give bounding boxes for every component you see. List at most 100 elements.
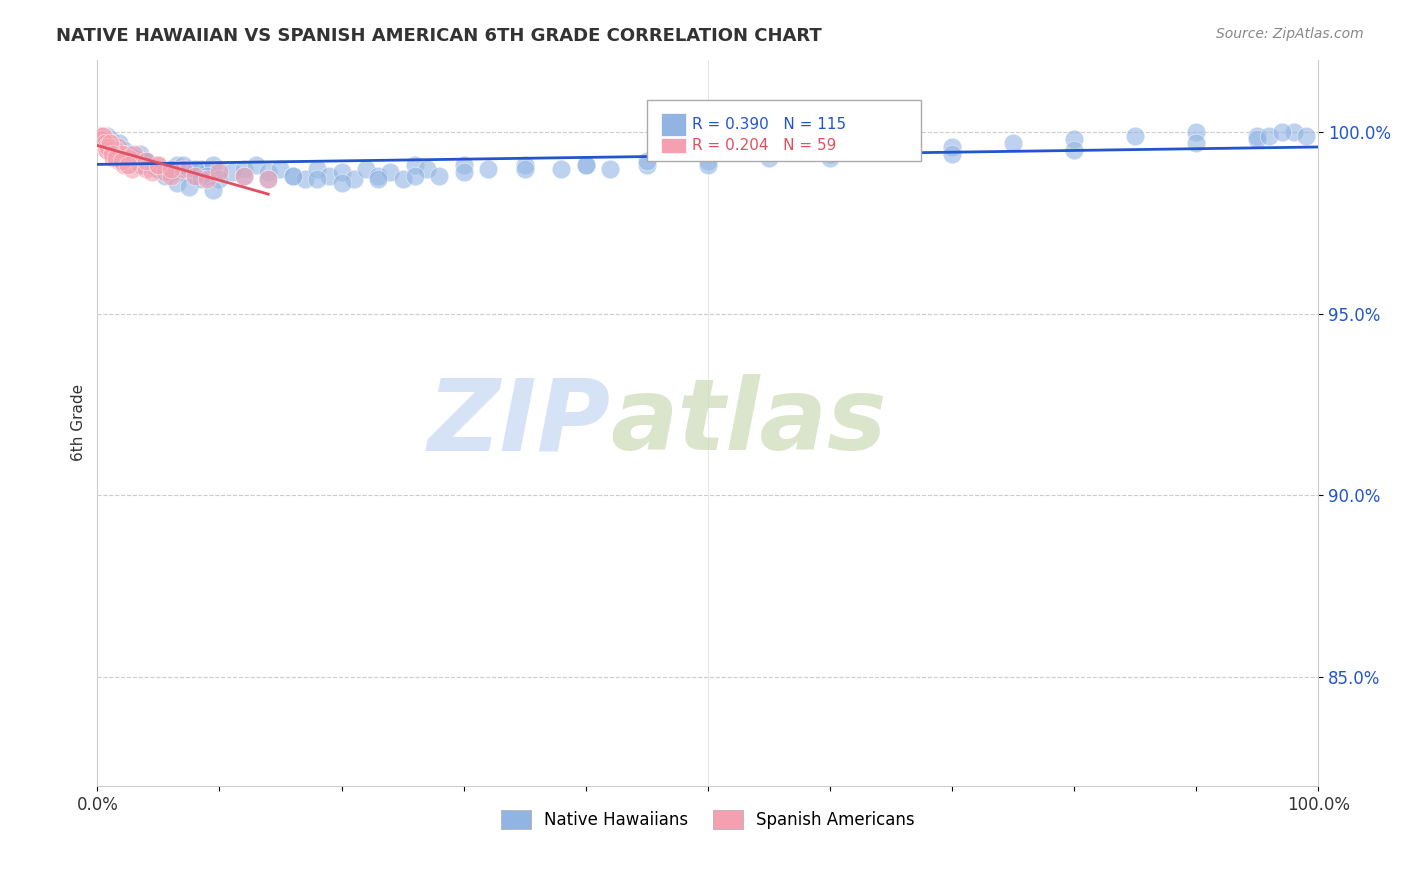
Point — [575, 158, 598, 172]
Point — [1282, 125, 1305, 139]
Point — [307, 172, 329, 186]
Point — [94, 140, 117, 154]
Point — [172, 158, 194, 172]
Point — [404, 169, 426, 183]
Point — [90, 136, 112, 150]
Point — [90, 128, 112, 143]
Point — [104, 144, 127, 158]
Point — [427, 169, 450, 183]
Bar — [661, 112, 686, 136]
Point — [97, 140, 120, 154]
Point — [103, 144, 125, 158]
Point — [195, 169, 218, 183]
Point — [941, 140, 963, 154]
Point — [93, 128, 115, 143]
Point — [148, 158, 170, 172]
Legend: Native Hawaiians, Spanish Americans: Native Hawaiians, Spanish Americans — [494, 803, 922, 836]
Point — [100, 147, 122, 161]
Point — [330, 165, 353, 179]
Point — [159, 161, 181, 176]
Point — [103, 147, 125, 161]
Point — [1246, 132, 1268, 146]
Point — [111, 147, 134, 161]
Point — [354, 161, 377, 176]
Point — [636, 154, 658, 169]
Point — [91, 128, 114, 143]
Point — [477, 161, 499, 176]
Point — [98, 136, 121, 150]
Point — [105, 147, 128, 161]
FancyBboxPatch shape — [647, 100, 921, 161]
Point — [100, 136, 122, 150]
Point — [416, 161, 439, 176]
Point — [98, 132, 121, 146]
Point — [232, 169, 254, 183]
Point — [294, 172, 316, 186]
Point — [104, 144, 127, 158]
Point — [599, 161, 621, 176]
Point — [307, 161, 329, 176]
Point — [90, 132, 112, 146]
Point — [122, 154, 145, 169]
Point — [159, 165, 181, 179]
Point — [513, 158, 536, 172]
Point — [98, 136, 121, 150]
Point — [330, 176, 353, 190]
Point — [91, 132, 114, 146]
Point — [93, 136, 115, 150]
Point — [190, 161, 212, 176]
Point — [122, 154, 145, 169]
Point — [257, 172, 280, 186]
Point — [111, 147, 134, 161]
Point — [111, 151, 134, 165]
Point — [202, 158, 225, 172]
Point — [1271, 125, 1294, 139]
Point — [1063, 132, 1085, 146]
Point — [184, 169, 207, 183]
Point — [257, 172, 280, 186]
Point — [89, 132, 111, 146]
Point — [202, 183, 225, 197]
Point — [108, 154, 131, 169]
Point — [117, 151, 139, 165]
Point — [122, 151, 145, 165]
Point — [153, 165, 176, 179]
Point — [380, 165, 402, 179]
Text: R = 0.204   N = 59: R = 0.204 N = 59 — [692, 137, 837, 153]
Point — [696, 158, 718, 172]
Point — [208, 161, 231, 176]
Point — [221, 165, 243, 179]
Point — [166, 158, 188, 172]
Point — [153, 169, 176, 183]
Point — [453, 158, 475, 172]
Point — [96, 144, 118, 158]
Point — [148, 158, 170, 172]
Point — [367, 169, 389, 183]
Point — [94, 136, 117, 150]
Point — [696, 154, 718, 169]
Point — [404, 158, 426, 172]
Point — [153, 165, 176, 179]
Y-axis label: 6th Grade: 6th Grade — [72, 384, 86, 461]
Point — [94, 132, 117, 146]
Point — [453, 165, 475, 179]
Point — [195, 172, 218, 186]
Point — [111, 154, 134, 169]
Point — [177, 179, 200, 194]
Point — [117, 151, 139, 165]
Point — [94, 136, 117, 150]
Point — [135, 154, 157, 169]
Bar — [661, 138, 686, 153]
Point — [1185, 125, 1208, 139]
Point — [281, 169, 304, 183]
Point — [1185, 136, 1208, 150]
Point — [89, 128, 111, 143]
Point — [112, 144, 135, 158]
Point — [101, 140, 124, 154]
Point — [513, 161, 536, 176]
Point — [758, 151, 780, 165]
Point — [101, 144, 124, 158]
Point — [135, 154, 157, 169]
Point — [343, 172, 366, 186]
Point — [1295, 128, 1317, 143]
